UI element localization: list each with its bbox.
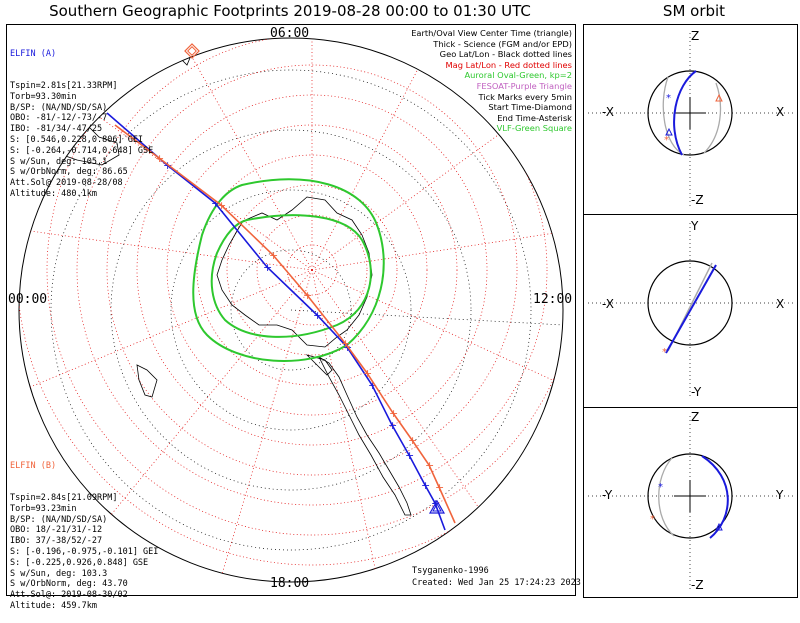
geo-grid	[50, 69, 563, 551]
elfin-a-line: Tspin=2.81s[21.33RPM]	[10, 80, 118, 91]
elfin-b-line: S: [-0.196,-0.975,-0.101] GEI	[10, 546, 159, 557]
elfin-b-track-tick-mark: +	[425, 459, 434, 472]
elfin-a-track-tick-mark: +	[368, 379, 377, 392]
legend-entry: Thick - Science (FGM and/or EPD)	[433, 38, 572, 49]
created-timestamp: Created: Wed Jan 25 17:24:23 2023	[412, 578, 581, 588]
elfin-a-track-tick-mark: +	[263, 261, 272, 274]
clock-label-right: 12:00	[533, 292, 573, 307]
elfin-a-name: ELFIN (A)	[10, 48, 57, 59]
elfin-b-track: ++++++++++	[114, 124, 456, 524]
elfin-a-line: S: [0.546,0.228,0.806] GEI	[10, 134, 144, 145]
auroral-oval	[192, 178, 385, 362]
orbit-panel-xy: * Y -Y -X X	[583, 214, 798, 408]
africa-coastline	[136, 364, 158, 398]
legend-entry: Tick Marks every 5min	[478, 91, 572, 102]
elfin-b-track-tick-mark: +	[363, 367, 372, 380]
panel1-top-label: Z	[691, 29, 700, 43]
elfin-a-line: S w/OrbNorm, deg: 86.65	[10, 167, 128, 178]
panel2-left-label: -X	[602, 297, 614, 311]
panel1-bottom-label: -Z	[691, 193, 704, 207]
legend-entry: Auroral Oval-Green, kp=2	[464, 70, 572, 81]
elfin-b-line: Att.Sol@: 2019-08-30/02	[10, 590, 128, 601]
elfin-b-track-tick-mark: +	[303, 289, 312, 302]
elfin-a-line: S w/Sun, deg: 105.1	[10, 156, 108, 167]
elfin-b-track-tick-mark: +	[341, 337, 350, 350]
elfin-b-line: Altitude: 459.7km	[10, 600, 97, 611]
orbit-panel-yz: * * Z -Z -Y Y	[583, 407, 798, 598]
elfin-b-line: S w/OrbNorm, deg: 43.70	[10, 579, 128, 590]
plot-title: Southern Geographic Footprints 2019-08-2…	[49, 2, 531, 20]
panel3-top-label: Z	[691, 410, 700, 424]
elfin-b-track-line	[114, 124, 456, 524]
clock-label-left: 00:00	[8, 292, 48, 307]
elfin-a-track-tick-mark: +	[421, 479, 430, 492]
map-boundary	[18, 37, 564, 583]
panel3-left-label: -Y	[602, 488, 613, 502]
polar-map-frame: + + + + + + + + + + + + + + + + + + + +	[6, 24, 576, 596]
south-america-coastline	[318, 355, 412, 516]
legend-entry: VLF-Green Square	[496, 123, 572, 134]
panel2-top-label: Y	[691, 219, 699, 233]
elfin-b-lines: Tspin=2.84s[21.09RPM] Torb=93.23min B/SP: …	[10, 493, 158, 612]
elfin-b-name: ELFIN (B)	[10, 460, 57, 471]
elfin-a-line: Att.Sol@ 2019-08-28/08	[10, 178, 123, 189]
elfin-b-line: B/SP: (NA/ND/SD/SA)	[10, 514, 108, 525]
elfin-b-track-tick-mark: +	[435, 481, 444, 494]
clock-label-bottom: 18:00	[270, 576, 310, 591]
legend-entry: Geo Lat/Lon - Black dotted lines	[439, 49, 572, 60]
elfin-a-line: Altitude: 480.1km	[10, 188, 97, 199]
elfin-b-track-tick-mark: +	[217, 199, 226, 212]
elfin-a-track-line	[106, 112, 446, 531]
polar-map: ++++++++++ ++++++++++	[18, 37, 564, 583]
panel2-asterisk: *	[662, 347, 667, 358]
elfin-a-line: S: [-0.264,-0.714,0.648] GSE	[10, 145, 154, 156]
legend-entry: End Time-Asterisk	[497, 112, 572, 123]
elfin-a-info: ELFIN (A) Tspin=2.81s[21.33RPM] Torb=93.3…	[10, 27, 153, 211]
panel1-left-label: -X	[602, 105, 614, 119]
elfin-a-line: Torb=93.30min	[10, 91, 77, 102]
elfin-b-track-tick-mark: +	[269, 249, 278, 262]
elfin-a-track-tick-mark: +	[313, 309, 322, 322]
elfin-b-line: S w/Sun, deg: 103.3	[10, 568, 108, 579]
panel2-right-label: X	[776, 297, 785, 311]
orbit-title: SM orbit	[662, 2, 726, 20]
legend-entry: Start Time-Diamond	[488, 102, 572, 113]
orbit-panel-xz: * * Z -Z -X X	[583, 24, 798, 215]
panel3-right-label: Y	[776, 488, 784, 502]
elfin-b-track-tick-mark: +	[155, 152, 164, 165]
legend-entry: Earth/Oval View Center Time (triangle)	[411, 28, 572, 38]
model-credit: Tsyganenko-1996	[412, 566, 489, 576]
start-diamond-marker	[184, 43, 200, 59]
elfin-b-line: IBO: 37/-38/52/-27	[10, 536, 103, 547]
elfin-a-track-tick-mark: +	[211, 197, 220, 210]
elfin-a-line: B/SP: (NA/ND/SD/SA)	[10, 102, 108, 113]
elfin-b-line: Tspin=2.84s[21.09RPM]	[10, 492, 118, 503]
legend-entry: Mag Lat/Lon - Red dotted lines	[445, 59, 572, 70]
elfin-b-line: S: [-0.225,0.926,0.848] GSE	[10, 557, 149, 568]
panel3-bottom-label: -Z	[691, 578, 704, 592]
panel1-right-label: X	[776, 105, 785, 119]
elfin-a-track-tick-mark: +	[405, 449, 414, 462]
panel2-bottom-label: -Y	[691, 385, 702, 399]
elfin-b-line: OBO: 18/-21/31/-12	[10, 525, 103, 536]
elfin-a-orbit-end-asterisk: *	[666, 93, 671, 104]
legend-entry: FESOAT-Purple Triangle	[476, 80, 572, 91]
clock-label-top: 06:00	[270, 26, 310, 41]
elfin-a-line: IBO: -81/34/-47/25	[10, 124, 103, 135]
elfin-b-orbit-end-asterisk: *	[664, 135, 669, 146]
elfin-b-line: Torb=93.23min	[10, 503, 77, 514]
elfin-a-track-tick-mark: +	[388, 419, 397, 432]
panel3-b-asterisk: *	[650, 514, 655, 525]
elfin-a-line: OBO: -81/-12/-73/-7	[10, 113, 108, 124]
legend: Earth/Oval View Center Time (triangle) Th…	[411, 28, 572, 134]
elfin-a-lines: Tspin=2.81s[21.33RPM] Torb=93.30min B/SP: …	[10, 81, 153, 200]
end-triangle-markers	[428, 499, 446, 514]
elfin-b-track-tick-mark: +	[408, 434, 417, 447]
panel3-a-asterisk: *	[658, 482, 663, 493]
elfin-b-info: ELFIN (B) Tspin=2.84s[21.09RPM] Torb=93.2…	[10, 439, 158, 623]
elfin-b-track-tick-mark: +	[389, 407, 398, 420]
